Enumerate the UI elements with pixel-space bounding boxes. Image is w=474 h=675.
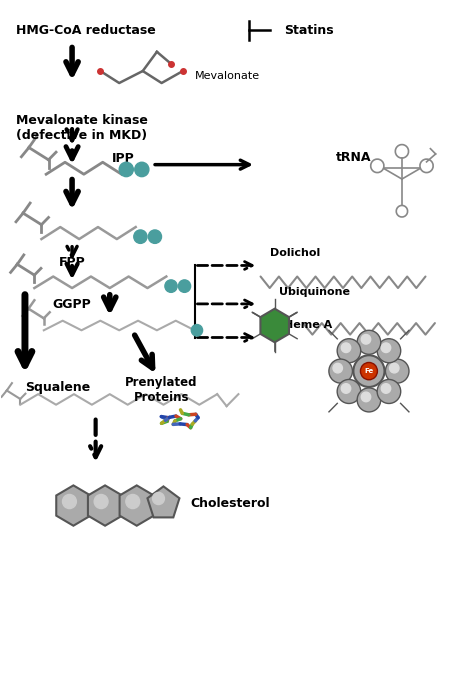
- Circle shape: [361, 335, 371, 344]
- Circle shape: [390, 363, 399, 373]
- Text: HMG-CoA reductase: HMG-CoA reductase: [16, 24, 155, 36]
- Text: Prenylated
Proteins: Prenylated Proteins: [125, 376, 198, 404]
- Polygon shape: [119, 485, 154, 526]
- Circle shape: [360, 362, 377, 380]
- Polygon shape: [88, 485, 122, 526]
- Text: Mevalonate kinase
(defective in MKD): Mevalonate kinase (defective in MKD): [16, 114, 147, 142]
- Circle shape: [361, 392, 371, 402]
- Circle shape: [148, 230, 162, 244]
- Text: Cholesterol: Cholesterol: [190, 497, 270, 510]
- Circle shape: [153, 493, 164, 504]
- Circle shape: [341, 383, 351, 394]
- Text: FPP: FPP: [59, 256, 85, 269]
- Text: Squalene: Squalene: [25, 381, 90, 394]
- Circle shape: [381, 383, 391, 394]
- Circle shape: [94, 495, 108, 508]
- Circle shape: [385, 359, 409, 383]
- Circle shape: [357, 388, 381, 412]
- Circle shape: [63, 495, 76, 508]
- Circle shape: [337, 339, 361, 362]
- Polygon shape: [147, 487, 180, 518]
- Polygon shape: [260, 308, 289, 342]
- Circle shape: [178, 280, 191, 292]
- Text: Ubiquinone: Ubiquinone: [279, 287, 350, 297]
- Circle shape: [341, 343, 351, 352]
- Text: Mevalonate: Mevalonate: [195, 71, 260, 81]
- Text: IPP: IPP: [112, 153, 135, 165]
- Circle shape: [191, 325, 202, 336]
- Circle shape: [119, 162, 133, 177]
- Circle shape: [329, 359, 353, 383]
- Text: tRNA: tRNA: [336, 151, 372, 164]
- Circle shape: [134, 230, 147, 244]
- Circle shape: [377, 339, 401, 362]
- Circle shape: [381, 343, 391, 352]
- Text: Heme A: Heme A: [284, 321, 332, 330]
- Polygon shape: [56, 485, 91, 526]
- Text: Dolichol: Dolichol: [270, 248, 320, 259]
- Circle shape: [357, 330, 381, 354]
- Text: GGPP: GGPP: [53, 298, 91, 311]
- Text: Statins: Statins: [284, 24, 334, 36]
- Text: Fe: Fe: [365, 368, 374, 374]
- Circle shape: [165, 280, 177, 292]
- Circle shape: [333, 363, 342, 373]
- Circle shape: [337, 379, 361, 404]
- Circle shape: [377, 379, 401, 404]
- Circle shape: [354, 355, 384, 387]
- Circle shape: [126, 495, 140, 508]
- Circle shape: [135, 162, 149, 177]
